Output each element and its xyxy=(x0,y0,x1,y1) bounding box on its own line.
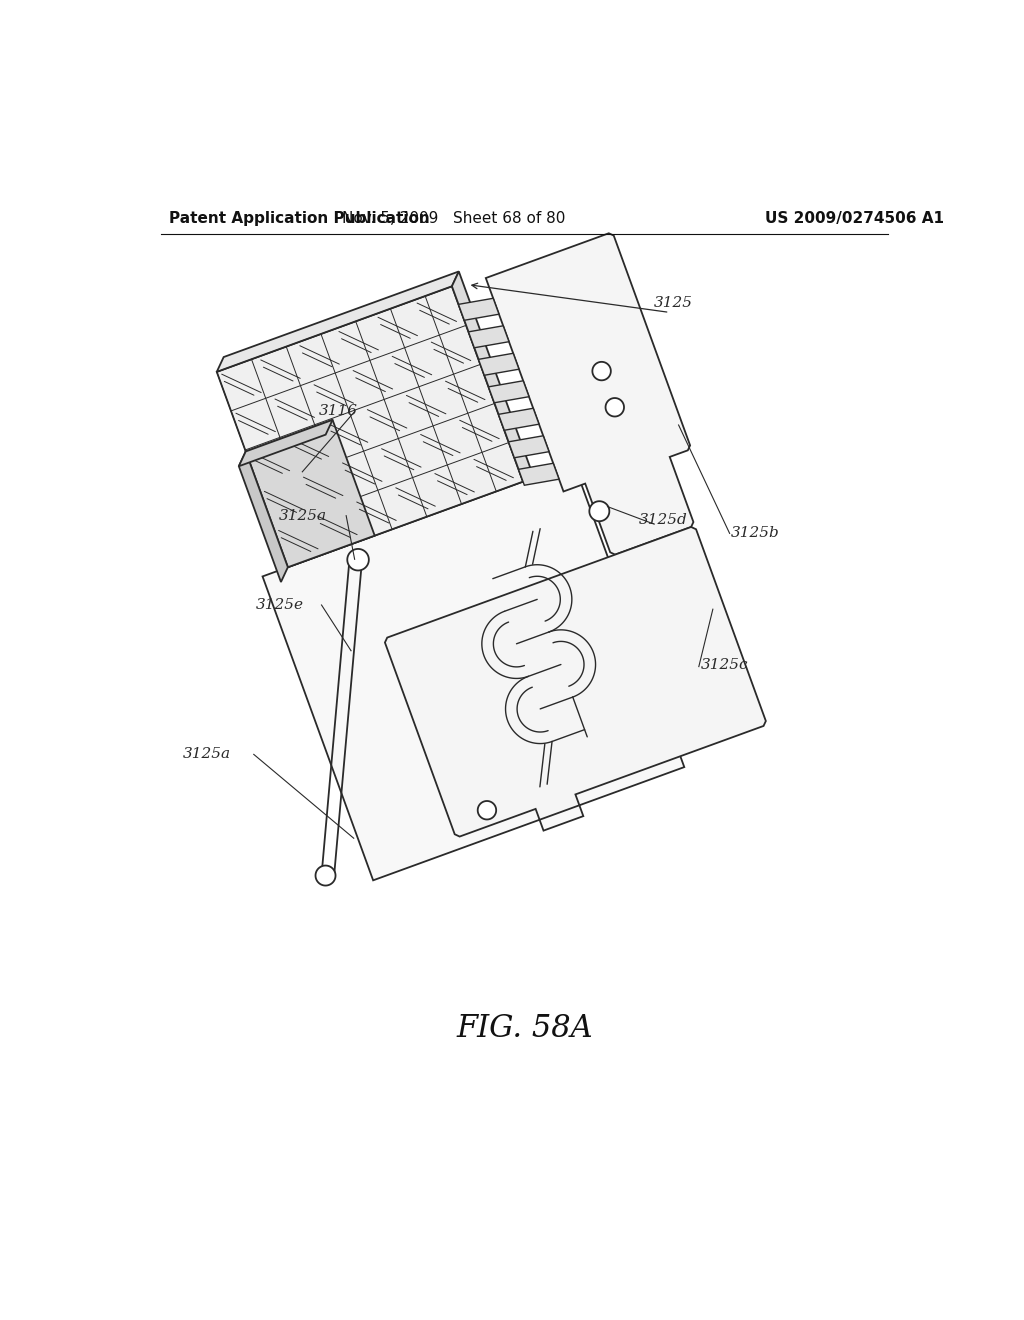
Polygon shape xyxy=(499,408,539,430)
Polygon shape xyxy=(478,801,497,820)
Polygon shape xyxy=(509,436,549,458)
Polygon shape xyxy=(469,326,509,347)
Polygon shape xyxy=(518,463,559,486)
Text: 3125a: 3125a xyxy=(183,747,231,762)
Polygon shape xyxy=(605,399,624,417)
Polygon shape xyxy=(315,866,336,886)
Text: 3125d: 3125d xyxy=(639,513,687,527)
Polygon shape xyxy=(217,272,459,372)
Polygon shape xyxy=(262,463,684,880)
Polygon shape xyxy=(452,272,530,482)
Text: FIG. 58A: FIG. 58A xyxy=(457,1012,593,1044)
Polygon shape xyxy=(217,286,523,568)
Polygon shape xyxy=(239,451,288,582)
Text: 3125c: 3125c xyxy=(700,659,748,672)
Polygon shape xyxy=(347,549,369,570)
Polygon shape xyxy=(478,354,519,375)
Text: 3116: 3116 xyxy=(319,404,358,418)
Text: 3125a: 3125a xyxy=(280,508,328,523)
Text: US 2009/0274506 A1: US 2009/0274506 A1 xyxy=(765,211,944,226)
Polygon shape xyxy=(385,527,766,837)
Text: Nov. 5, 2009   Sheet 68 of 80: Nov. 5, 2009 Sheet 68 of 80 xyxy=(342,211,565,226)
Text: Patent Application Publication: Patent Application Publication xyxy=(169,211,430,226)
Polygon shape xyxy=(488,380,529,403)
Text: 3125b: 3125b xyxy=(731,527,780,540)
Polygon shape xyxy=(459,298,499,321)
Polygon shape xyxy=(592,362,611,380)
Polygon shape xyxy=(246,420,375,568)
Polygon shape xyxy=(239,420,333,466)
Polygon shape xyxy=(590,502,609,521)
Text: 3125e: 3125e xyxy=(256,598,304,612)
Text: 3125: 3125 xyxy=(654,296,693,310)
Polygon shape xyxy=(485,234,693,554)
